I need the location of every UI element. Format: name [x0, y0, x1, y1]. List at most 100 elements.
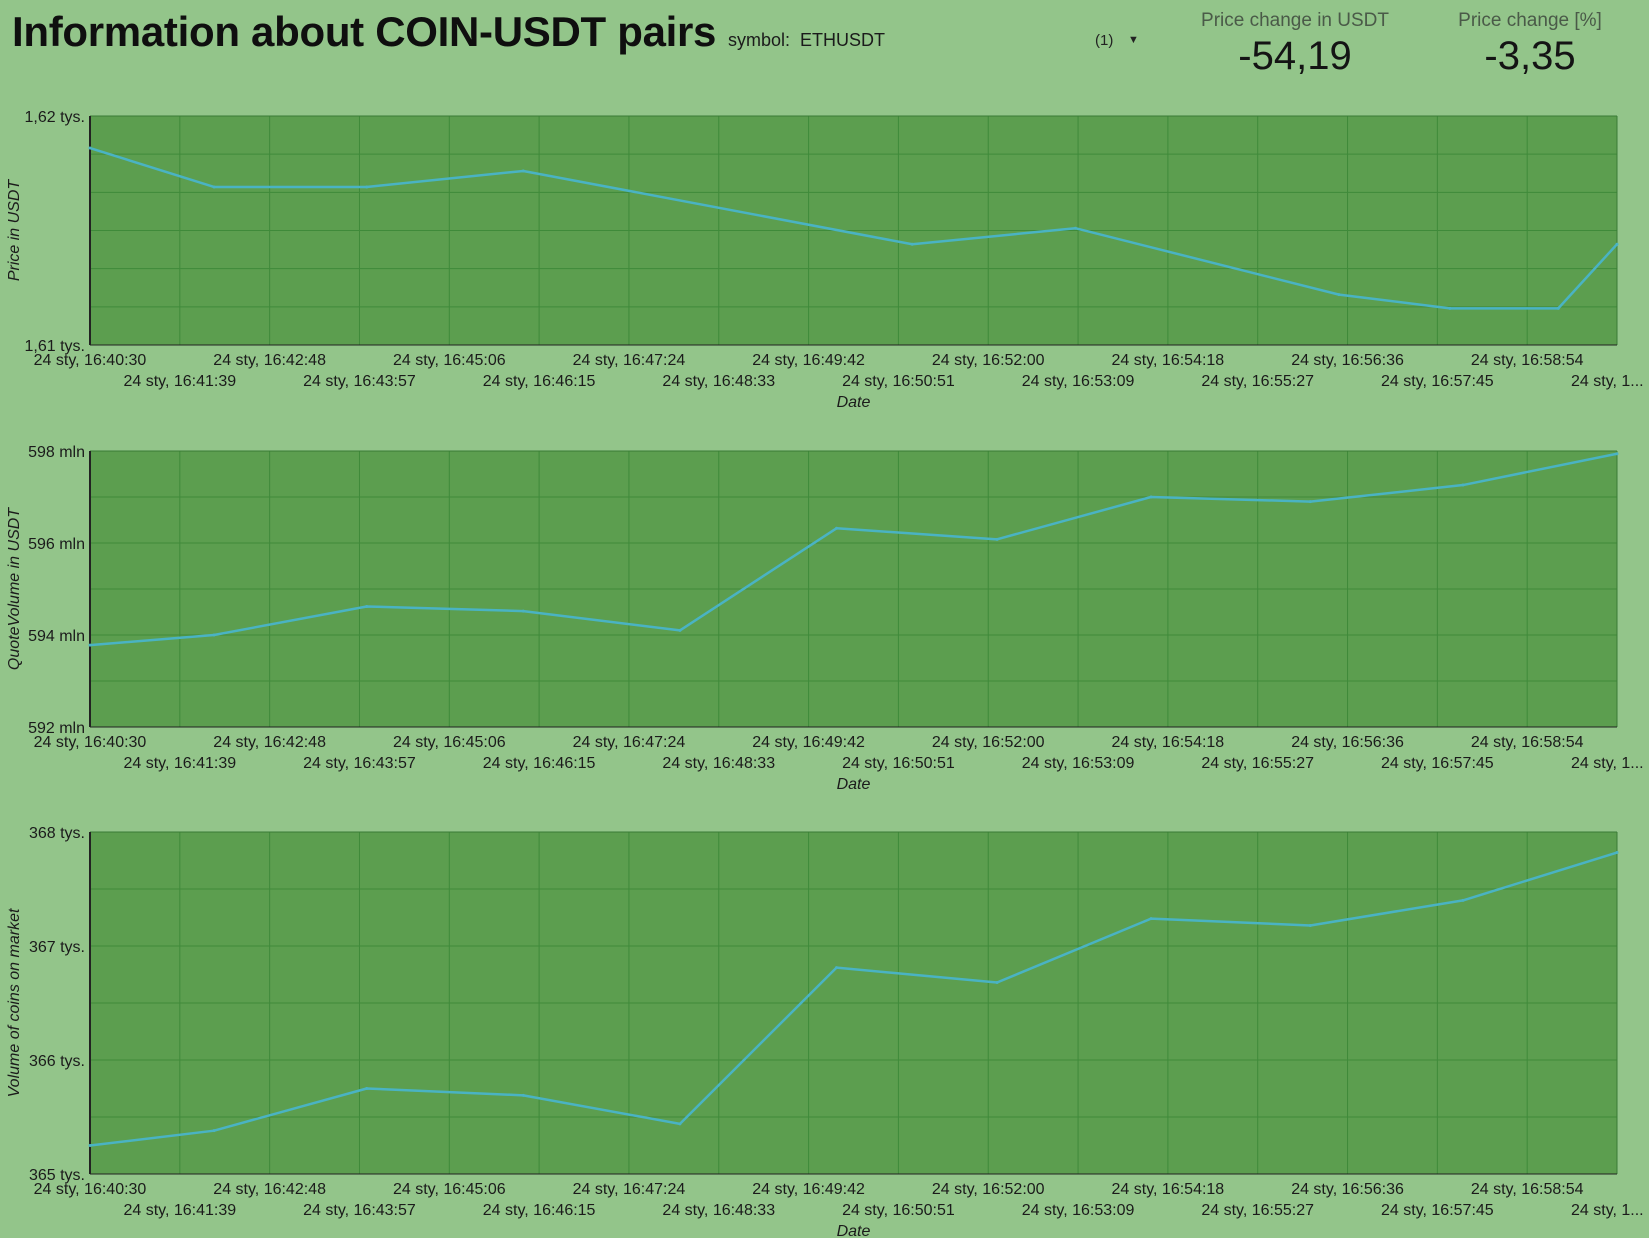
x-tick-label: 24 sty, 16:54:18: [1112, 734, 1225, 751]
data-point: [995, 980, 999, 984]
x-tick-label: 24 sty, 16:48:33: [662, 373, 775, 390]
data-point: [521, 1093, 525, 1097]
x-tick-label: 24 sty, 16:58:54: [1471, 352, 1584, 369]
x-tick-label: 24 sty, 16:50:51: [842, 1202, 955, 1219]
x-tick-label: 24 sty, 16:55:27: [1201, 1202, 1314, 1219]
x-tick-label: 24 sty, 16:53:09: [1022, 373, 1135, 390]
data-point: [678, 628, 682, 632]
x-tick-label: 24 sty, 16:42:48: [213, 734, 326, 751]
x-tick-label: 24 sty, 16:40:30: [34, 352, 147, 369]
x-tick-label: 24 sty, 16:57:45: [1381, 373, 1494, 390]
gridlines: [90, 116, 1617, 345]
data-point: [1149, 917, 1153, 921]
data-point: [521, 169, 525, 173]
data-point: [1615, 242, 1619, 246]
coin-volume-chart: 365 tys. 366 tys. 367 tys. 368 tys. 24 sty, …: [6, 825, 1644, 1238]
x-tick-label: 24 sty, 16:49:42: [752, 352, 865, 369]
data-point: [678, 1122, 682, 1126]
y-tick-label: 594 mln: [28, 628, 85, 645]
data-point: [1461, 483, 1465, 487]
x-tick-label: 24 sty, 16:57:45: [1381, 755, 1494, 772]
x-tick-label: 24 sty, 16:46:15: [483, 755, 596, 772]
data-point: [1448, 306, 1452, 310]
x-tick-label: 24 sty, 16:56:36: [1291, 734, 1404, 751]
data-point: [1149, 495, 1153, 499]
data-point: [212, 185, 216, 189]
symbol-selected-value[interactable]: ETHUSDT: [800, 30, 885, 50]
gridlines: [90, 832, 1617, 1174]
data-point: [1615, 452, 1619, 456]
x-tick-label: 24 sty, 16:41:39: [123, 1202, 236, 1219]
x-tick-label: 24 sty, 16:54:18: [1112, 1181, 1225, 1198]
x-axis-title: Date: [837, 776, 871, 793]
x-tick-label: 24 sty, 16:55:27: [1201, 373, 1314, 390]
data-point: [1556, 306, 1560, 310]
data-point: [835, 966, 839, 970]
data-point: [212, 633, 216, 637]
x-tick-label: 24 sty, 16:42:48: [213, 1181, 326, 1198]
x-axis-title: Date: [837, 394, 871, 411]
data-point: [365, 1087, 369, 1090]
data-point: [1615, 851, 1619, 855]
x-tick-label: 24 sty, 16:46:15: [483, 373, 596, 390]
data-point: [995, 537, 999, 541]
data-point: [910, 242, 914, 246]
metric-value: -54,19: [1238, 34, 1352, 78]
y-tick-label: 596 mln: [28, 536, 85, 553]
data-point: [521, 609, 525, 613]
data-point: [1308, 923, 1312, 927]
x-tick-label: 24 sty, 16:43:57: [303, 755, 416, 772]
x-tick-label: 24 sty, 16:52:00: [932, 1181, 1045, 1198]
x-tick-label: 24 sty, 16:52:00: [932, 352, 1045, 369]
y-axis-title: Volume of coins on market: [6, 908, 23, 1097]
x-tick-label: 24 sty, 16:43:57: [303, 373, 416, 390]
metric-value: -3,35: [1484, 34, 1576, 78]
x-tick-label: 24 sty, 16:40:30: [34, 1181, 147, 1198]
x-tick-label: 24 sty, 16:47:24: [573, 734, 686, 751]
y-axis-title: Price in USDT: [6, 179, 23, 282]
y-tick-label: 365 tys.: [29, 1167, 85, 1184]
y-tick-label: 368 tys.: [29, 825, 85, 842]
data-point: [88, 1144, 92, 1147]
data-point: [365, 604, 369, 608]
symbol-select[interactable]: symbol: ETHUSDT (1) ▼: [728, 28, 1168, 56]
metric-label: Price change in USDT: [1201, 10, 1389, 31]
x-tick-label: 24 sty, 16:56:36: [1291, 352, 1404, 369]
y-tick-label: 598 mln: [28, 444, 85, 461]
x-tick-label: 24 sty, 16:53:09: [1022, 1202, 1135, 1219]
y-tick-label: 1,62 tys.: [25, 109, 85, 126]
price-change-usdt-metric: Price change in USDT -54,19: [1195, 10, 1395, 79]
x-tick-label: 24 sty, 1...: [1571, 1202, 1644, 1219]
x-tick-label: 24 sty, 16:45:06: [393, 352, 506, 369]
x-tick-label: 24 sty, 16:48:33: [662, 755, 775, 772]
y-tick-label: 366 tys.: [29, 1053, 85, 1070]
x-tick-label: 24 sty, 16:45:06: [393, 734, 506, 751]
x-tick-label: 24 sty, 16:54:18: [1112, 352, 1225, 369]
data-point: [1337, 293, 1341, 297]
x-tick-label: 24 sty, 16:52:00: [932, 734, 1045, 751]
x-tick-label: 24 sty, 16:45:06: [393, 1181, 506, 1198]
x-tick-label: 24 sty, 16:49:42: [752, 1181, 865, 1198]
data-point: [835, 526, 839, 530]
x-tick-label: 24 sty, 16:58:54: [1471, 1181, 1584, 1198]
series-line: [89, 146, 1618, 310]
quote-volume-chart: 592 mln 594 mln 596 mln 598 mln 24 sty, 16:4…: [6, 444, 1644, 793]
x-tick-label: 24 sty, 16:41:39: [123, 373, 236, 390]
x-tick-label: 24 sty, 16:50:51: [842, 373, 955, 390]
x-axis-title: Date: [837, 1223, 871, 1238]
x-tick-label: 24 sty, 16:50:51: [842, 755, 955, 772]
data-point: [1308, 500, 1312, 504]
selection-count: (1): [1095, 32, 1114, 49]
x-tick-label: 24 sty, 16:49:42: [752, 734, 865, 751]
y-tick-label: 367 tys.: [29, 939, 85, 956]
metric-label: Price change [%]: [1458, 10, 1602, 31]
caret-down-icon[interactable]: ▼: [1128, 34, 1139, 46]
x-tick-label: 24 sty, 16:53:09: [1022, 755, 1135, 772]
data-point: [365, 185, 369, 189]
x-tick-label: 24 sty, 16:56:36: [1291, 1181, 1404, 1198]
price-chart: 1,61 tys. 1,62 tys. 24 sty, 16:40:30 24 sty…: [6, 109, 1644, 411]
dashboard-title: Information about COIN-USDT pairs: [12, 8, 717, 55]
x-tick-label: 24 sty, 16:57:45: [1381, 1202, 1494, 1219]
x-tick-label: 24 sty, 16:47:24: [573, 1181, 686, 1198]
x-tick-label: 24 sty, 16:48:33: [662, 1202, 775, 1219]
